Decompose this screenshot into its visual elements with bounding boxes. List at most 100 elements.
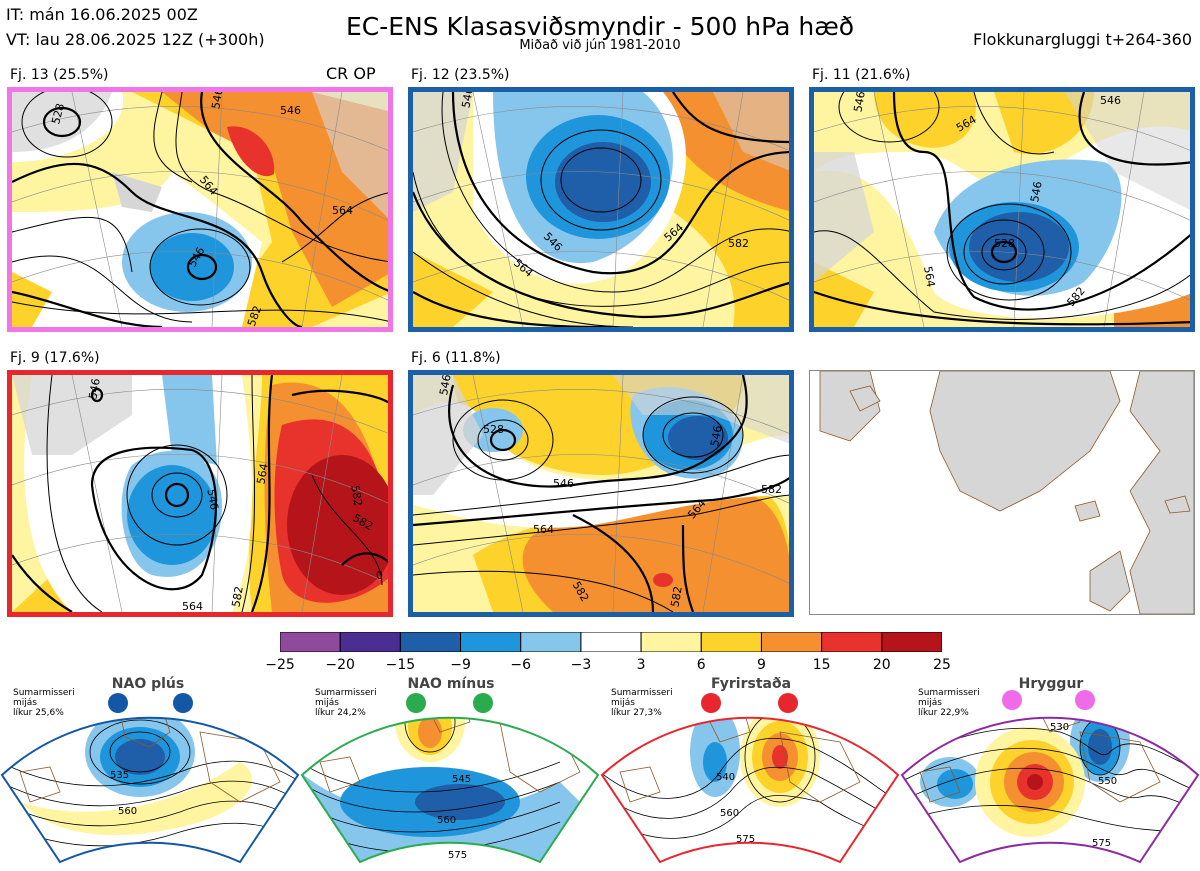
contour-label: 560 [720,808,739,819]
regime-dot [108,693,128,713]
panel-3-label: Fj. 11 (21.6%) [812,67,911,83]
contour-label: 582 [245,304,264,327]
regime-info-blocking: Sumarmisseri mijás líkur 27,3% [611,688,673,718]
contour-label: 546 [851,92,867,113]
cluster-map-1-svg: 546 546 564 564 546 528 582 [12,92,388,327]
contour-label: 560 [118,806,137,817]
panel-5-label: Fj. 6 (11.8%) [411,350,501,366]
contour-label: 528 [483,423,504,436]
regime-dot [173,693,193,713]
contour-label: 0 [376,569,383,582]
initial-time: IT: mán 16.06.2025 00Z [6,5,198,24]
contour-label: 582 [668,585,684,608]
colorbar-tick-label: 9 [756,657,766,673]
regime-info-nao-minus: Sumarmisseri mijás líkur 24,2% [315,688,377,718]
colorbar-swatch [520,632,582,652]
base-map [809,370,1195,615]
colorbar-swatch [881,632,942,652]
contour-label: 546 [209,92,225,110]
panel-2-label: Fj. 12 (23.5%) [411,67,510,83]
valid-time: VT: lau 28.06.2025 12Z (+300h) [6,30,265,49]
cluster-map-3-svg: 546 564 546 528 564 582 546 [814,92,1190,327]
contour-label: 575 [448,850,467,861]
regime-dot [701,693,721,713]
contour-label: 540 [716,772,735,783]
colorbar-swatch [399,632,462,652]
contour-label: 582 [728,237,749,250]
panel-4-label: Fj. 9 (17.6%) [10,350,100,366]
page-title: EC-ENS Klasasviðsmyndir - 500 hPa hæð [345,12,855,41]
colorbar-tick-label: −20 [325,657,355,673]
regime-dot [473,693,493,713]
regime-row: 535 560 545 560 575 [0,672,1200,871]
colorbar-swatch [640,632,702,652]
regime-info-nao-plus: Sumarmisseri mijás líkur 25,6% [13,688,75,718]
contour-label: 560 [437,815,456,826]
cluster-map-4: 546 546 564 582 582 0 564 582 [7,370,393,617]
regime-info-line: líkur 22,9% [918,708,969,718]
colorbar-tick-label: −3 [570,657,592,673]
contour-label: 528 [994,237,1015,250]
cluster-map-4-svg: 546 546 564 582 582 0 564 582 [12,375,388,612]
cluster-map-2: 546 564 564 582 546 [408,87,794,332]
regime-dot [1075,690,1095,710]
colorbar-tick-label: 3 [636,657,646,673]
regime-row-svg: 535 560 545 560 575 [0,716,1200,864]
contour-label: 582 [229,585,245,608]
colorbar-tick-label: −25 [265,657,295,673]
cluster-map-5-svg: 546 528 546 546 582 564 564 582 582 [413,375,789,612]
colorbar-tick-label: −6 [510,657,532,673]
regime-title-ridge: Hryggur [1018,676,1084,692]
regime-info-line: Sumarmisseri [918,688,980,698]
colorbar-swatch [339,632,401,652]
colorbar-svg [280,632,942,652]
cluster-map-2-svg: 546 564 564 582 546 [413,92,789,327]
cluster-map-5: 546 528 546 546 582 564 564 582 582 [408,370,794,617]
contour-label: 564 [921,265,937,288]
colorbar-swatch [700,632,762,652]
contour-label: 546 [708,425,724,448]
colorbar-tick-label: 15 [812,657,831,673]
regime-info-line: mijás [611,698,635,708]
regime-title-blocking: Fyrirstaða [710,676,792,692]
contour-label: 582 [348,484,364,507]
page-subtitle: Miðað við jún 1981-2010 [519,38,681,53]
regime-info-line: Sumarmisseri [315,688,377,698]
colorbar-swatch [760,632,823,652]
regime-info-line: mijás [315,698,339,708]
contour-label: 546 [86,377,102,400]
contour-label: 550 [1098,776,1117,787]
colorbar-tick-label: 6 [696,657,706,673]
colorbar-tick-label: 25 [933,657,951,673]
contour-label: 546 [1028,180,1044,203]
cluster-map-1: 546 546 564 564 546 528 582 [7,87,393,332]
base-map-svg [819,371,1194,614]
panel-1-tag: CR OP [326,64,376,83]
cluster-map-3: 546 564 546 528 564 582 546 [809,87,1195,332]
regime-dot [1002,690,1022,710]
colorbar-tick-label: 20 [872,657,891,673]
regime-title-nao-minus: NAO mínus [407,676,495,692]
panel-1-label: Fj. 13 (25.5%) [10,67,109,83]
colorbar-tick-label: −15 [385,657,416,673]
contour-label: 546 [553,477,574,490]
colorbar-swatch [280,632,341,652]
regime-dot [778,693,798,713]
contour-label: 546 [459,92,475,109]
colorbar-tick-label: −9 [450,657,471,673]
regime-title-nao-plus: NAO plús [111,676,185,692]
contour-label: 582 [761,483,782,496]
contour-label: 528 [49,102,67,126]
colorbar-swatch [580,632,642,652]
contour-label: 575 [736,834,755,845]
regime-info-line: mijás [918,698,942,708]
contour-label: 564 [254,462,270,485]
regime-info-line: líkur 25,6% [13,708,64,718]
colorbar-swatch [460,632,522,652]
regime-info-line: mijás [13,698,37,708]
contour-label: 545 [452,774,471,785]
contour-label: 575 [1092,838,1111,849]
regime-info-ridge: Sumarmisseri mijás líkur 22,9% [918,688,980,718]
regime-info-line: Sumarmisseri [611,688,673,698]
regime-info-line: Sumarmisseri [13,688,75,698]
